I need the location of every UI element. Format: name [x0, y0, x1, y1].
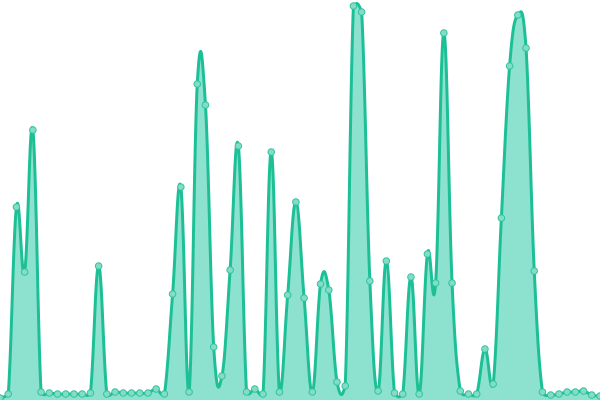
data-point-20 [160, 390, 169, 398]
data-point-54 [440, 29, 448, 37]
data-point-57 [464, 390, 473, 398]
data-point-5 [37, 388, 45, 396]
data-point-23 [185, 388, 193, 396]
data-point-31 [250, 385, 259, 393]
data-point-17 [135, 389, 144, 397]
data-point-29 [234, 142, 243, 150]
data-point-4 [29, 126, 37, 134]
data-point-51 [415, 390, 423, 398]
data-point-35 [283, 291, 292, 299]
data-point-72 [587, 391, 596, 399]
data-point-2 [12, 203, 21, 211]
data-point-14 [111, 388, 119, 396]
data-point-69 [563, 388, 571, 396]
data-point-13 [103, 390, 111, 398]
data-point-9 [70, 390, 78, 398]
data-point-58 [472, 390, 481, 398]
data-point-33 [267, 148, 276, 156]
data-point-73 [596, 392, 600, 400]
data-point-60 [489, 380, 497, 388]
data-point-28 [226, 266, 234, 274]
data-point-43 [349, 2, 358, 10]
data-point-6 [45, 389, 54, 397]
data-point-45 [366, 277, 374, 285]
data-point-1 [4, 390, 13, 398]
data-point-70 [571, 388, 580, 396]
data-point-42 [341, 382, 350, 390]
data-point-27 [218, 372, 226, 380]
data-point-66 [538, 388, 547, 396]
data-point-0 [0, 394, 4, 400]
data-point-36 [292, 198, 300, 206]
data-point-25 [201, 101, 210, 109]
data-point-49 [398, 390, 407, 398]
data-point-47 [382, 257, 391, 265]
data-point-48 [390, 389, 399, 397]
data-point-7 [53, 390, 62, 398]
data-point-3 [20, 268, 29, 276]
data-point-56 [456, 387, 465, 395]
data-point-59 [481, 345, 489, 353]
data-point-46 [374, 387, 382, 395]
data-point-39 [316, 280, 325, 288]
data-point-63 [514, 11, 522, 19]
data-point-11 [86, 389, 95, 397]
data-point-64 [522, 44, 530, 52]
data-point-22 [177, 183, 185, 191]
data-point-34 [275, 388, 284, 396]
data-point-61 [497, 214, 506, 222]
data-point-32 [259, 390, 267, 398]
data-point-10 [78, 390, 86, 398]
data-point-38 [308, 388, 317, 396]
data-point-18 [144, 389, 152, 397]
data-point-8 [61, 390, 70, 398]
data-point-37 [300, 294, 308, 302]
data-point-62 [505, 62, 514, 70]
data-point-53 [431, 279, 440, 287]
data-point-30 [242, 388, 251, 396]
data-point-24 [193, 80, 202, 88]
data-point-50 [407, 273, 415, 281]
data-point-15 [119, 389, 128, 397]
area-fill [0, 3, 600, 400]
data-point-16 [127, 389, 136, 397]
data-point-68 [555, 390, 563, 398]
data-point-65 [530, 267, 539, 275]
data-point-21 [168, 290, 177, 298]
data-point-71 [579, 387, 588, 395]
data-point-40 [324, 286, 333, 294]
data-point-52 [423, 250, 432, 258]
data-point-26 [209, 343, 218, 351]
data-point-41 [333, 378, 341, 386]
data-point-44 [357, 8, 366, 16]
data-point-12 [94, 262, 103, 270]
data-point-67 [546, 391, 555, 399]
data-point-55 [448, 279, 456, 287]
data-point-19 [152, 385, 160, 393]
